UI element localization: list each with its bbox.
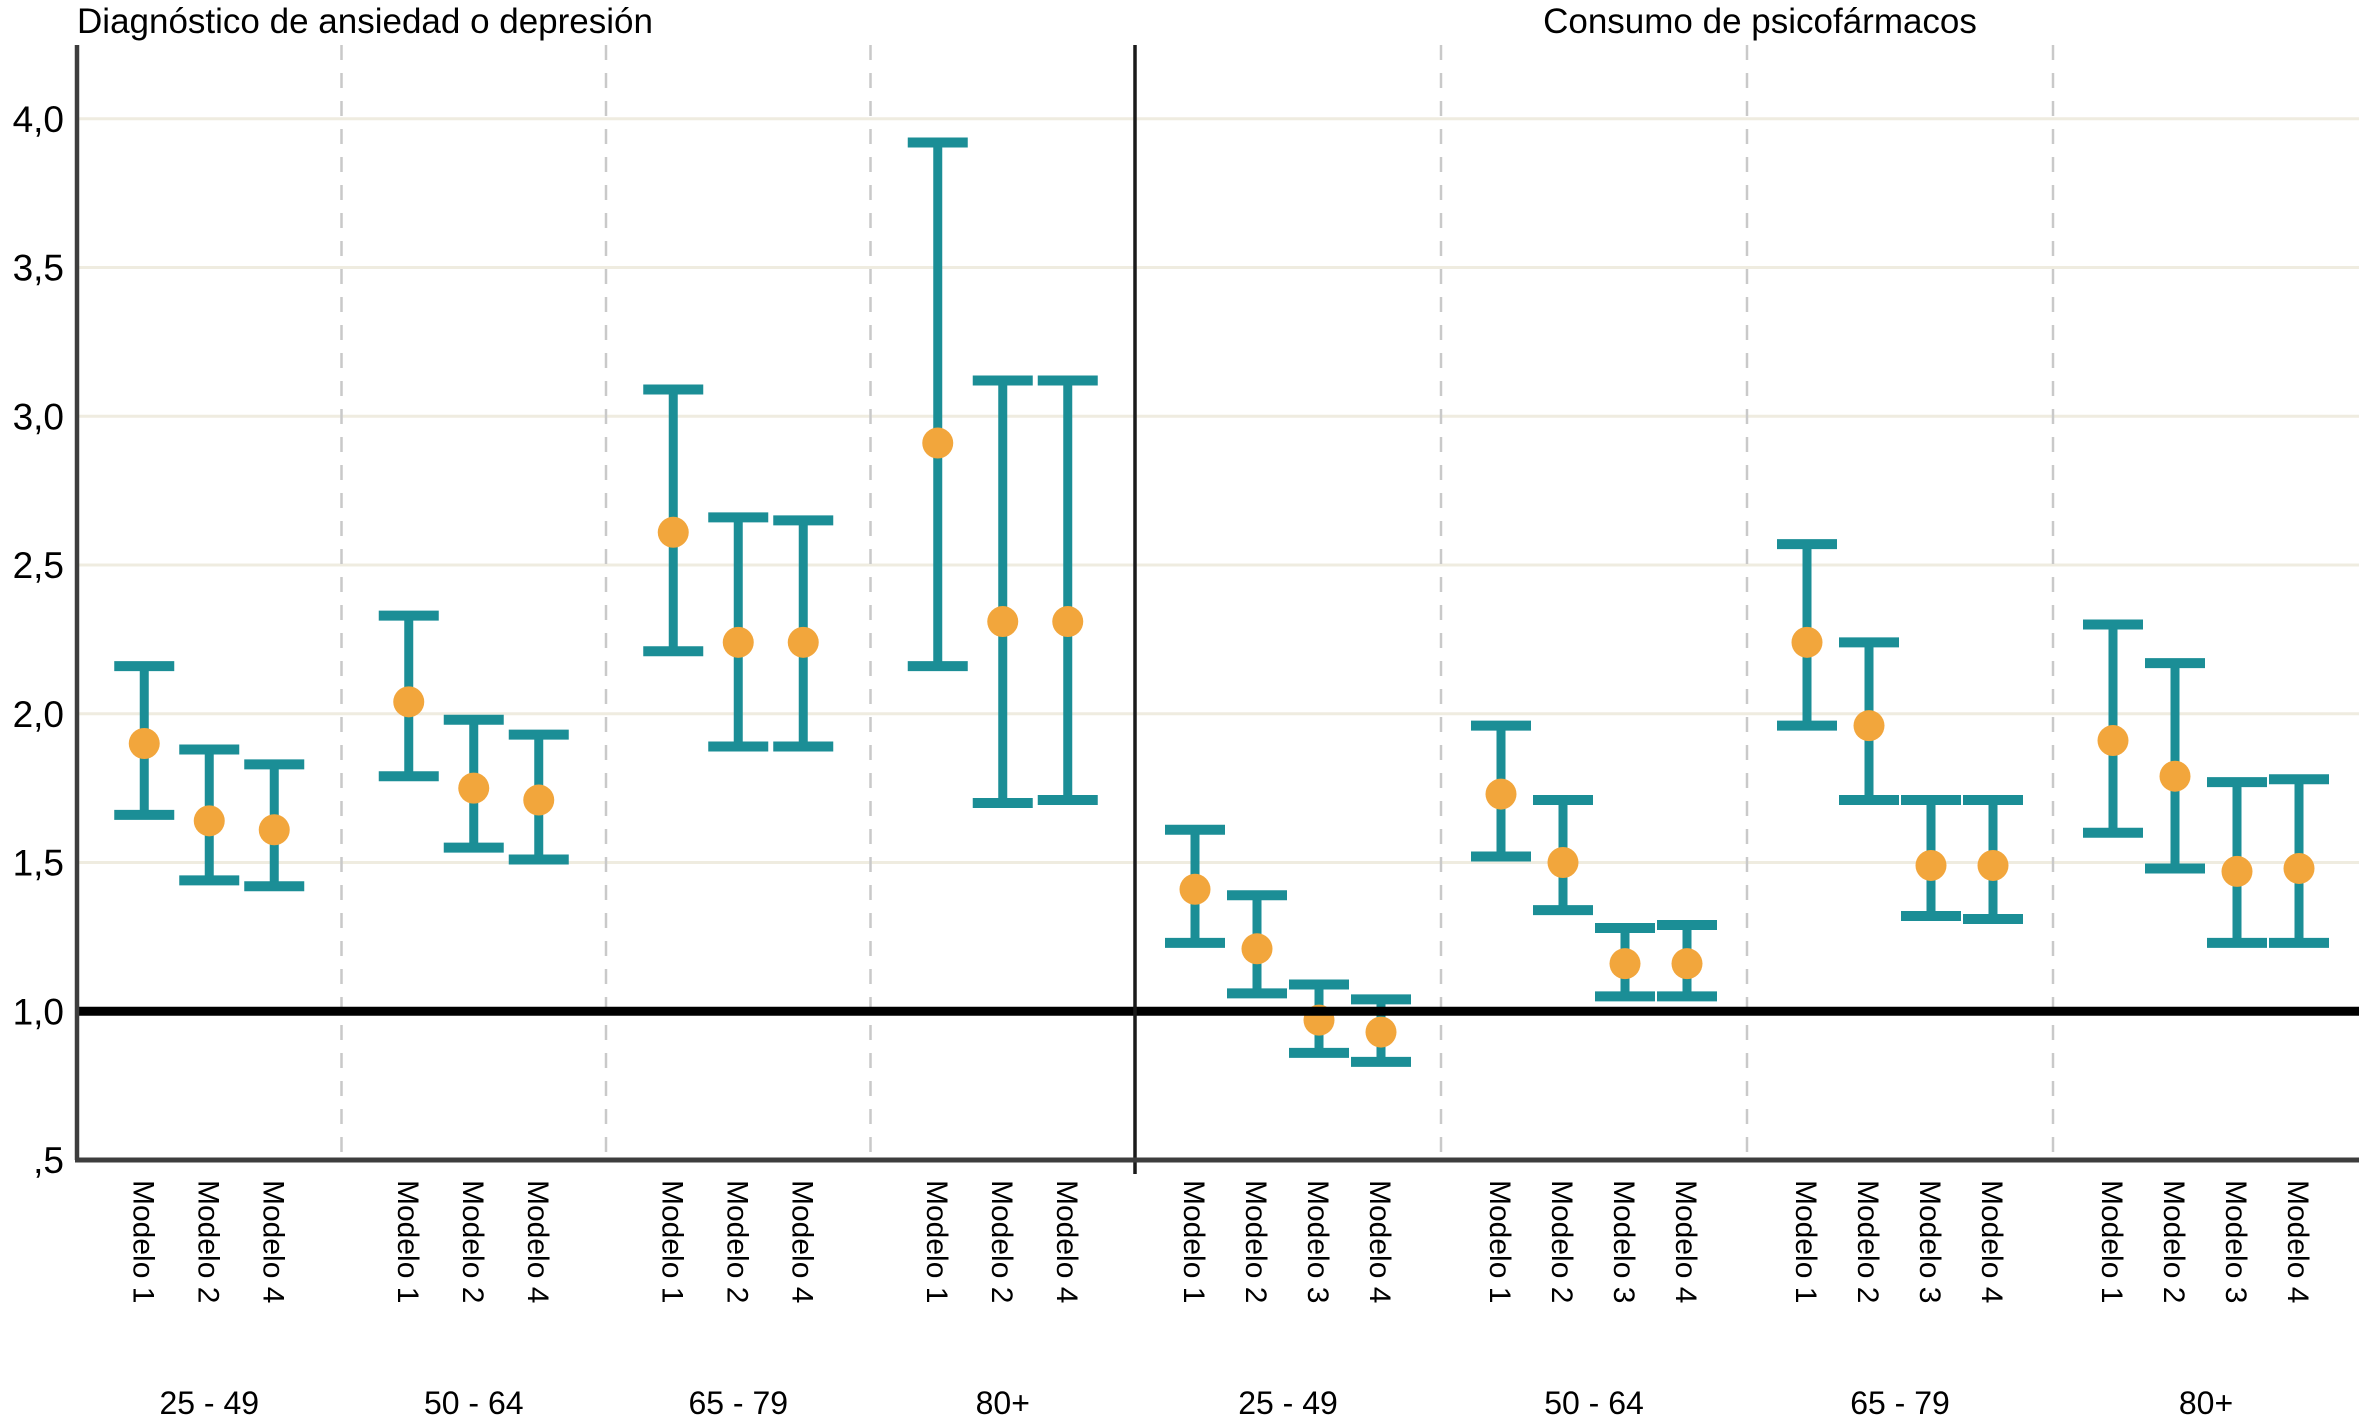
model-tick-label: Modelo 1: [126, 1180, 159, 1303]
point-marker: [2159, 760, 2191, 792]
point-marker: [1365, 1016, 1397, 1048]
model-tick-label: Modelo 2: [456, 1180, 489, 1303]
point-marker: [1977, 849, 2009, 881]
model-tick-label: Modelo 2: [2157, 1180, 2190, 1303]
model-tick-label: Modelo 3: [1913, 1180, 1946, 1303]
y-tick-label: 2,5: [13, 545, 64, 586]
point-marker: [393, 686, 425, 718]
point-marker: [1609, 948, 1641, 980]
age-group-label: 80+: [2179, 1385, 2233, 1420]
panel-title: Consumo de psicofármacos: [1543, 2, 1977, 41]
y-tick-label: ,5: [33, 1140, 64, 1181]
y-tick-label: 3,5: [13, 248, 64, 289]
model-tick-label: Modelo 4: [1050, 1180, 1083, 1303]
model-tick-label: Modelo 2: [191, 1180, 224, 1303]
age-group-label: 65 - 79: [1850, 1385, 1950, 1420]
point-marker: [1853, 710, 1885, 742]
point-marker: [2097, 725, 2129, 757]
y-tick-label: 4,0: [13, 99, 64, 140]
age-group-label: 80+: [976, 1385, 1030, 1420]
age-group-label: 25 - 49: [159, 1385, 259, 1420]
model-tick-label: Modelo 2: [1851, 1180, 1884, 1303]
point-marker: [1052, 606, 1084, 638]
point-marker: [258, 814, 290, 846]
model-tick-label: Modelo 1: [1789, 1180, 1822, 1303]
point-marker: [523, 784, 555, 816]
model-tick-label: Modelo 1: [1177, 1180, 1210, 1303]
model-tick-label: Modelo 4: [1975, 1180, 2008, 1303]
point-marker: [922, 427, 954, 459]
point-marker: [1485, 778, 1517, 810]
model-tick-label: Modelo 3: [1607, 1180, 1640, 1303]
model-tick-label: Modelo 3: [2219, 1180, 2252, 1303]
point-marker: [657, 516, 689, 548]
age-group-label: 25 - 49: [1238, 1385, 1338, 1420]
y-tick-label: 2,0: [13, 694, 64, 735]
y-tick-label: 3,0: [13, 396, 64, 437]
point-marker: [1179, 873, 1211, 905]
model-tick-label: Modelo 2: [1239, 1180, 1272, 1303]
y-tick-label: 1,0: [13, 991, 64, 1032]
model-tick-label: Modelo 2: [720, 1180, 753, 1303]
model-tick-label: Modelo 4: [785, 1180, 818, 1303]
model-tick-label: Modelo 1: [655, 1180, 688, 1303]
model-tick-label: Modelo 2: [985, 1180, 1018, 1303]
point-marker: [1671, 948, 1703, 980]
model-tick-label: Modelo 4: [1363, 1180, 1396, 1303]
model-tick-label: Modelo 3: [1301, 1180, 1334, 1303]
point-marker: [722, 626, 754, 658]
model-tick-label: Modelo 4: [521, 1180, 554, 1303]
point-marker: [1547, 847, 1579, 878]
age-group-label: 65 - 79: [688, 1385, 788, 1420]
model-tick-label: Modelo 4: [2281, 1180, 2314, 1303]
point-marker: [1915, 849, 1947, 881]
model-tick-label: Modelo 1: [1483, 1180, 1516, 1303]
panel-title: Diagnóstico de ansiedad o depresión: [77, 2, 653, 41]
y-tick-label: 1,5: [13, 843, 64, 884]
point-marker: [2221, 855, 2253, 887]
point-marker: [128, 728, 160, 759]
point-marker: [193, 805, 225, 837]
point-marker: [1241, 933, 1273, 965]
point-marker: [1791, 626, 1823, 658]
point-marker: [987, 606, 1019, 638]
age-group-label: 50 - 64: [424, 1385, 524, 1420]
model-tick-label: Modelo 1: [2095, 1180, 2128, 1303]
model-tick-label: Modelo 4: [1669, 1180, 1702, 1303]
model-tick-label: Modelo 2: [1545, 1180, 1578, 1303]
model-tick-label: Modelo 1: [391, 1180, 424, 1303]
model-tick-label: Modelo 1: [920, 1180, 953, 1303]
model-tick-label: Modelo 4: [256, 1180, 289, 1303]
point-marker: [458, 772, 490, 804]
point-marker: [2283, 852, 2315, 884]
point-marker: [787, 626, 819, 658]
age-group-label: 50 - 64: [1544, 1385, 1644, 1420]
